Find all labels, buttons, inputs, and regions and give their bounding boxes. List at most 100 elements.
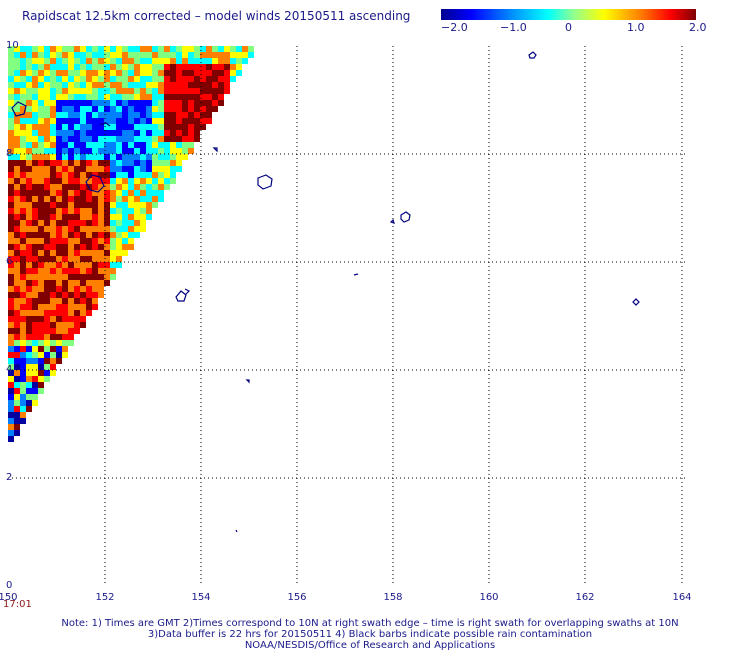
swath-cell: [86, 274, 92, 280]
swath-cell: [32, 196, 38, 202]
swath-cell: [14, 340, 20, 346]
swath-cell: [140, 166, 146, 172]
swath-cell: [86, 52, 92, 58]
swath-cell: [26, 376, 32, 382]
swath-cell: [68, 70, 74, 76]
swath-cell: [68, 298, 74, 304]
swath-cell: [92, 64, 98, 70]
swath-cell: [218, 88, 224, 94]
swath-cell: [68, 190, 74, 196]
swath-cell: [86, 304, 92, 310]
swath-cell: [188, 106, 194, 112]
swath-cell: [86, 244, 92, 250]
swath-cell: [68, 58, 74, 64]
swath-cell: [98, 196, 104, 202]
swath-cell: [116, 124, 122, 130]
swath-cell: [122, 208, 128, 214]
swath-cell: [92, 130, 98, 136]
swath-cell: [110, 244, 116, 250]
swath-cell: [14, 406, 20, 412]
swath-cell: [98, 106, 104, 112]
swath-cell: [134, 226, 140, 232]
swath-cell: [44, 46, 50, 52]
swath-cell: [80, 208, 86, 214]
swath-cell: [122, 244, 128, 250]
swath-cell: [32, 358, 38, 364]
swath-cell: [74, 232, 80, 238]
swath-cell: [98, 100, 104, 106]
swath-cell: [8, 292, 14, 298]
swath-cell: [26, 352, 32, 358]
swath-cell: [32, 58, 38, 64]
swath-cell: [20, 208, 26, 214]
swath-cell: [8, 340, 14, 346]
swath-cell: [98, 256, 104, 262]
swath-cell: [86, 196, 92, 202]
swath-cell: [98, 82, 104, 88]
swath-cell: [44, 250, 50, 256]
swath-cell: [32, 322, 38, 328]
swath-cell: [80, 322, 86, 328]
swath-cell: [98, 76, 104, 82]
swath-cell: [56, 124, 62, 130]
swath-cell: [26, 154, 32, 160]
swath-cell: [200, 76, 206, 82]
swath-cell: [140, 64, 146, 70]
swath-cell: [14, 136, 20, 142]
swath-cell: [62, 298, 68, 304]
swath-cell: [122, 196, 128, 202]
swath-cell: [128, 148, 134, 154]
swath-cell: [122, 166, 128, 172]
swath-cell: [86, 106, 92, 112]
swath-cell: [176, 166, 182, 172]
swath-cell: [134, 52, 140, 58]
swath-cell: [116, 82, 122, 88]
swath-cell: [116, 226, 122, 232]
swath-cell: [134, 148, 140, 154]
swath-cell: [146, 112, 152, 118]
swath-cell: [152, 130, 158, 136]
swath-cell: [200, 118, 206, 124]
swath-cell: [38, 52, 44, 58]
swath-cell: [14, 346, 20, 352]
swath-cell: [176, 100, 182, 106]
swath-cell: [248, 46, 254, 52]
swath-cell: [14, 58, 20, 64]
swath-cell: [176, 142, 182, 148]
swath-cell: [44, 208, 50, 214]
swath-cell: [158, 88, 164, 94]
swath-cell: [44, 292, 50, 298]
island-outline: [235, 529, 238, 533]
swath-cell: [62, 256, 68, 262]
swath-cell: [62, 64, 68, 70]
swath-cell: [212, 46, 218, 52]
swath-cell: [8, 256, 14, 262]
swath-cell: [14, 172, 20, 178]
swath-cell: [110, 178, 116, 184]
swath-cell: [194, 76, 200, 82]
swath-cell: [128, 172, 134, 178]
swath-cell: [104, 178, 110, 184]
swath-cell: [32, 160, 38, 166]
swath-cell: [206, 106, 212, 112]
swath-cell: [68, 256, 74, 262]
swath-cell: [56, 178, 62, 184]
swath-cell: [44, 262, 50, 268]
swath-cell: [20, 406, 26, 412]
swath-cell: [176, 148, 182, 154]
swath-cell: [14, 274, 20, 280]
swath-cell: [116, 178, 122, 184]
swath-cell: [62, 226, 68, 232]
time-label: 17:01: [3, 599, 32, 610]
swath-cell: [14, 418, 20, 424]
swath-cell: [104, 106, 110, 112]
swath-cell: [74, 256, 80, 262]
swath-cell: [20, 400, 26, 406]
swath-cell: [44, 316, 50, 322]
swath-cell: [50, 130, 56, 136]
swath-cell: [20, 310, 26, 316]
swath-cell: [56, 226, 62, 232]
swath-cell: [134, 202, 140, 208]
swath-cell: [122, 232, 128, 238]
swath-cell: [110, 238, 116, 244]
